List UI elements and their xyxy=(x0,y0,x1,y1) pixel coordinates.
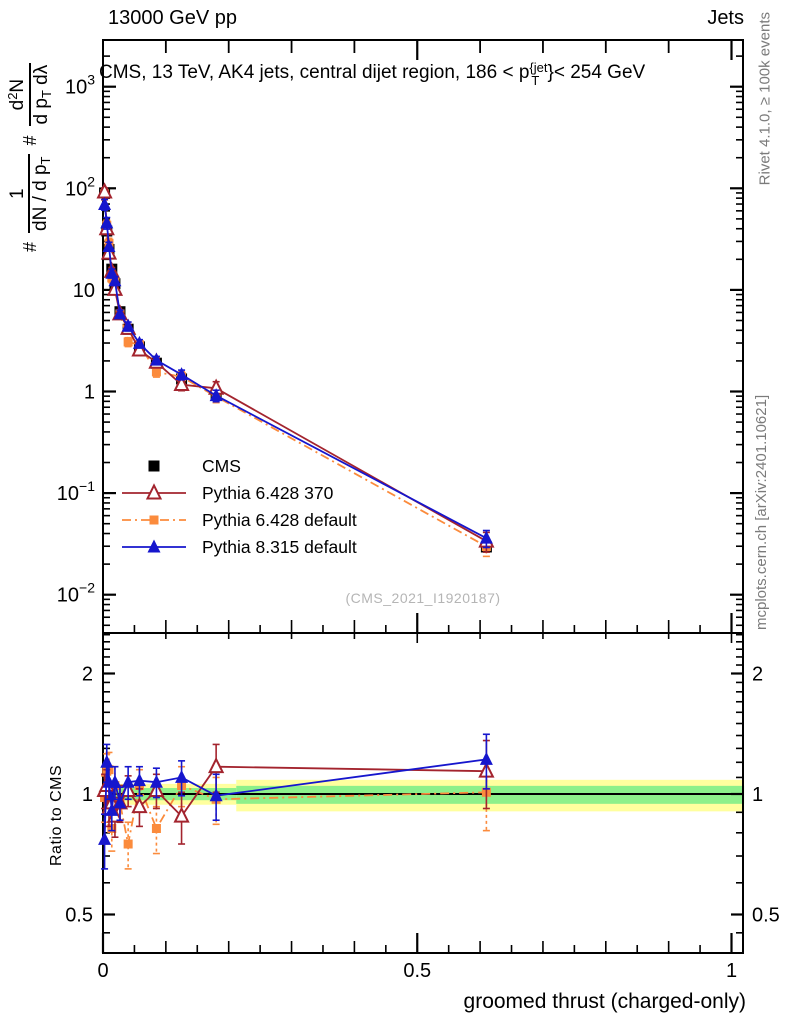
svg-text:0.5: 0.5 xyxy=(752,905,780,927)
beam-energy-label: 13000 GeV pp xyxy=(108,7,237,29)
analysis-id-watermark: (CMS_2021_I1920187) xyxy=(345,590,501,606)
svg-text:1: 1 xyxy=(726,960,737,982)
legend-item-pythia-6-428-default: Pythia 6.428 default xyxy=(118,509,357,531)
yield-normalisation-fraction: 1 dN / d pT xyxy=(6,154,54,233)
legend-item-cms: CMS xyxy=(118,455,241,477)
legend-item-label: Pythia 6.428 default xyxy=(202,509,357,530)
legend-item-label: CMS xyxy=(202,455,241,476)
svg-text:0.5: 0.5 xyxy=(65,905,93,927)
svg-text:102: 102 xyxy=(65,173,95,200)
legend-marker-icon xyxy=(122,483,186,500)
legend-marker-icon xyxy=(122,539,186,553)
svg-text:0: 0 xyxy=(97,960,108,982)
pt-jet-supsub: {jet T xyxy=(529,60,548,88)
legend-item-label: Pythia 6.428 370 xyxy=(202,482,334,503)
svg-text:10−2: 10−2 xyxy=(57,580,95,607)
svg-text:0.5: 0.5 xyxy=(403,960,431,982)
legend-item-label: Pythia 8.315 default xyxy=(202,536,357,557)
legend-marker-icon xyxy=(122,515,186,525)
legend-item-pythia-8-315-default: Pythia 8.315 default xyxy=(118,536,357,558)
legend-item-pythia-6-428-370: Pythia 6.428 370 xyxy=(118,482,333,504)
differential-fraction: d2N d pT dλ xyxy=(5,62,54,127)
svg-text:1: 1 xyxy=(82,784,93,806)
svg-text:2: 2 xyxy=(752,664,763,686)
svg-text:103: 103 xyxy=(65,72,95,99)
x-axis-label: groomed thrust (charged-only) xyxy=(463,990,746,1013)
svg-text:10−1: 10−1 xyxy=(57,478,95,505)
y-axis-label: # 1 dN / d pT # d2N d pT dλ xyxy=(5,62,54,252)
svg-text:10: 10 xyxy=(73,280,95,302)
rivet-version-note: Rivet 4.1.0, ≥ 100k events xyxy=(756,12,773,186)
ratio-y-axis-label: Ratio to CMS xyxy=(48,764,65,866)
svg-text:1: 1 xyxy=(84,382,95,404)
svg-text:1: 1 xyxy=(752,784,763,806)
mcplots-reference-note: mcplots.cern.ch [arXiv:2401.10621] xyxy=(753,394,770,630)
plot-title: CMS, 13 TeV, AK4 jets, central dijet reg… xyxy=(99,60,646,88)
process-label: Jets xyxy=(707,7,744,29)
plot-title-text: CMS, 13 TeV, AK4 jets, central dijet reg… xyxy=(99,62,530,83)
legend-marker-icon xyxy=(148,460,160,472)
svg-text:2: 2 xyxy=(82,664,93,686)
